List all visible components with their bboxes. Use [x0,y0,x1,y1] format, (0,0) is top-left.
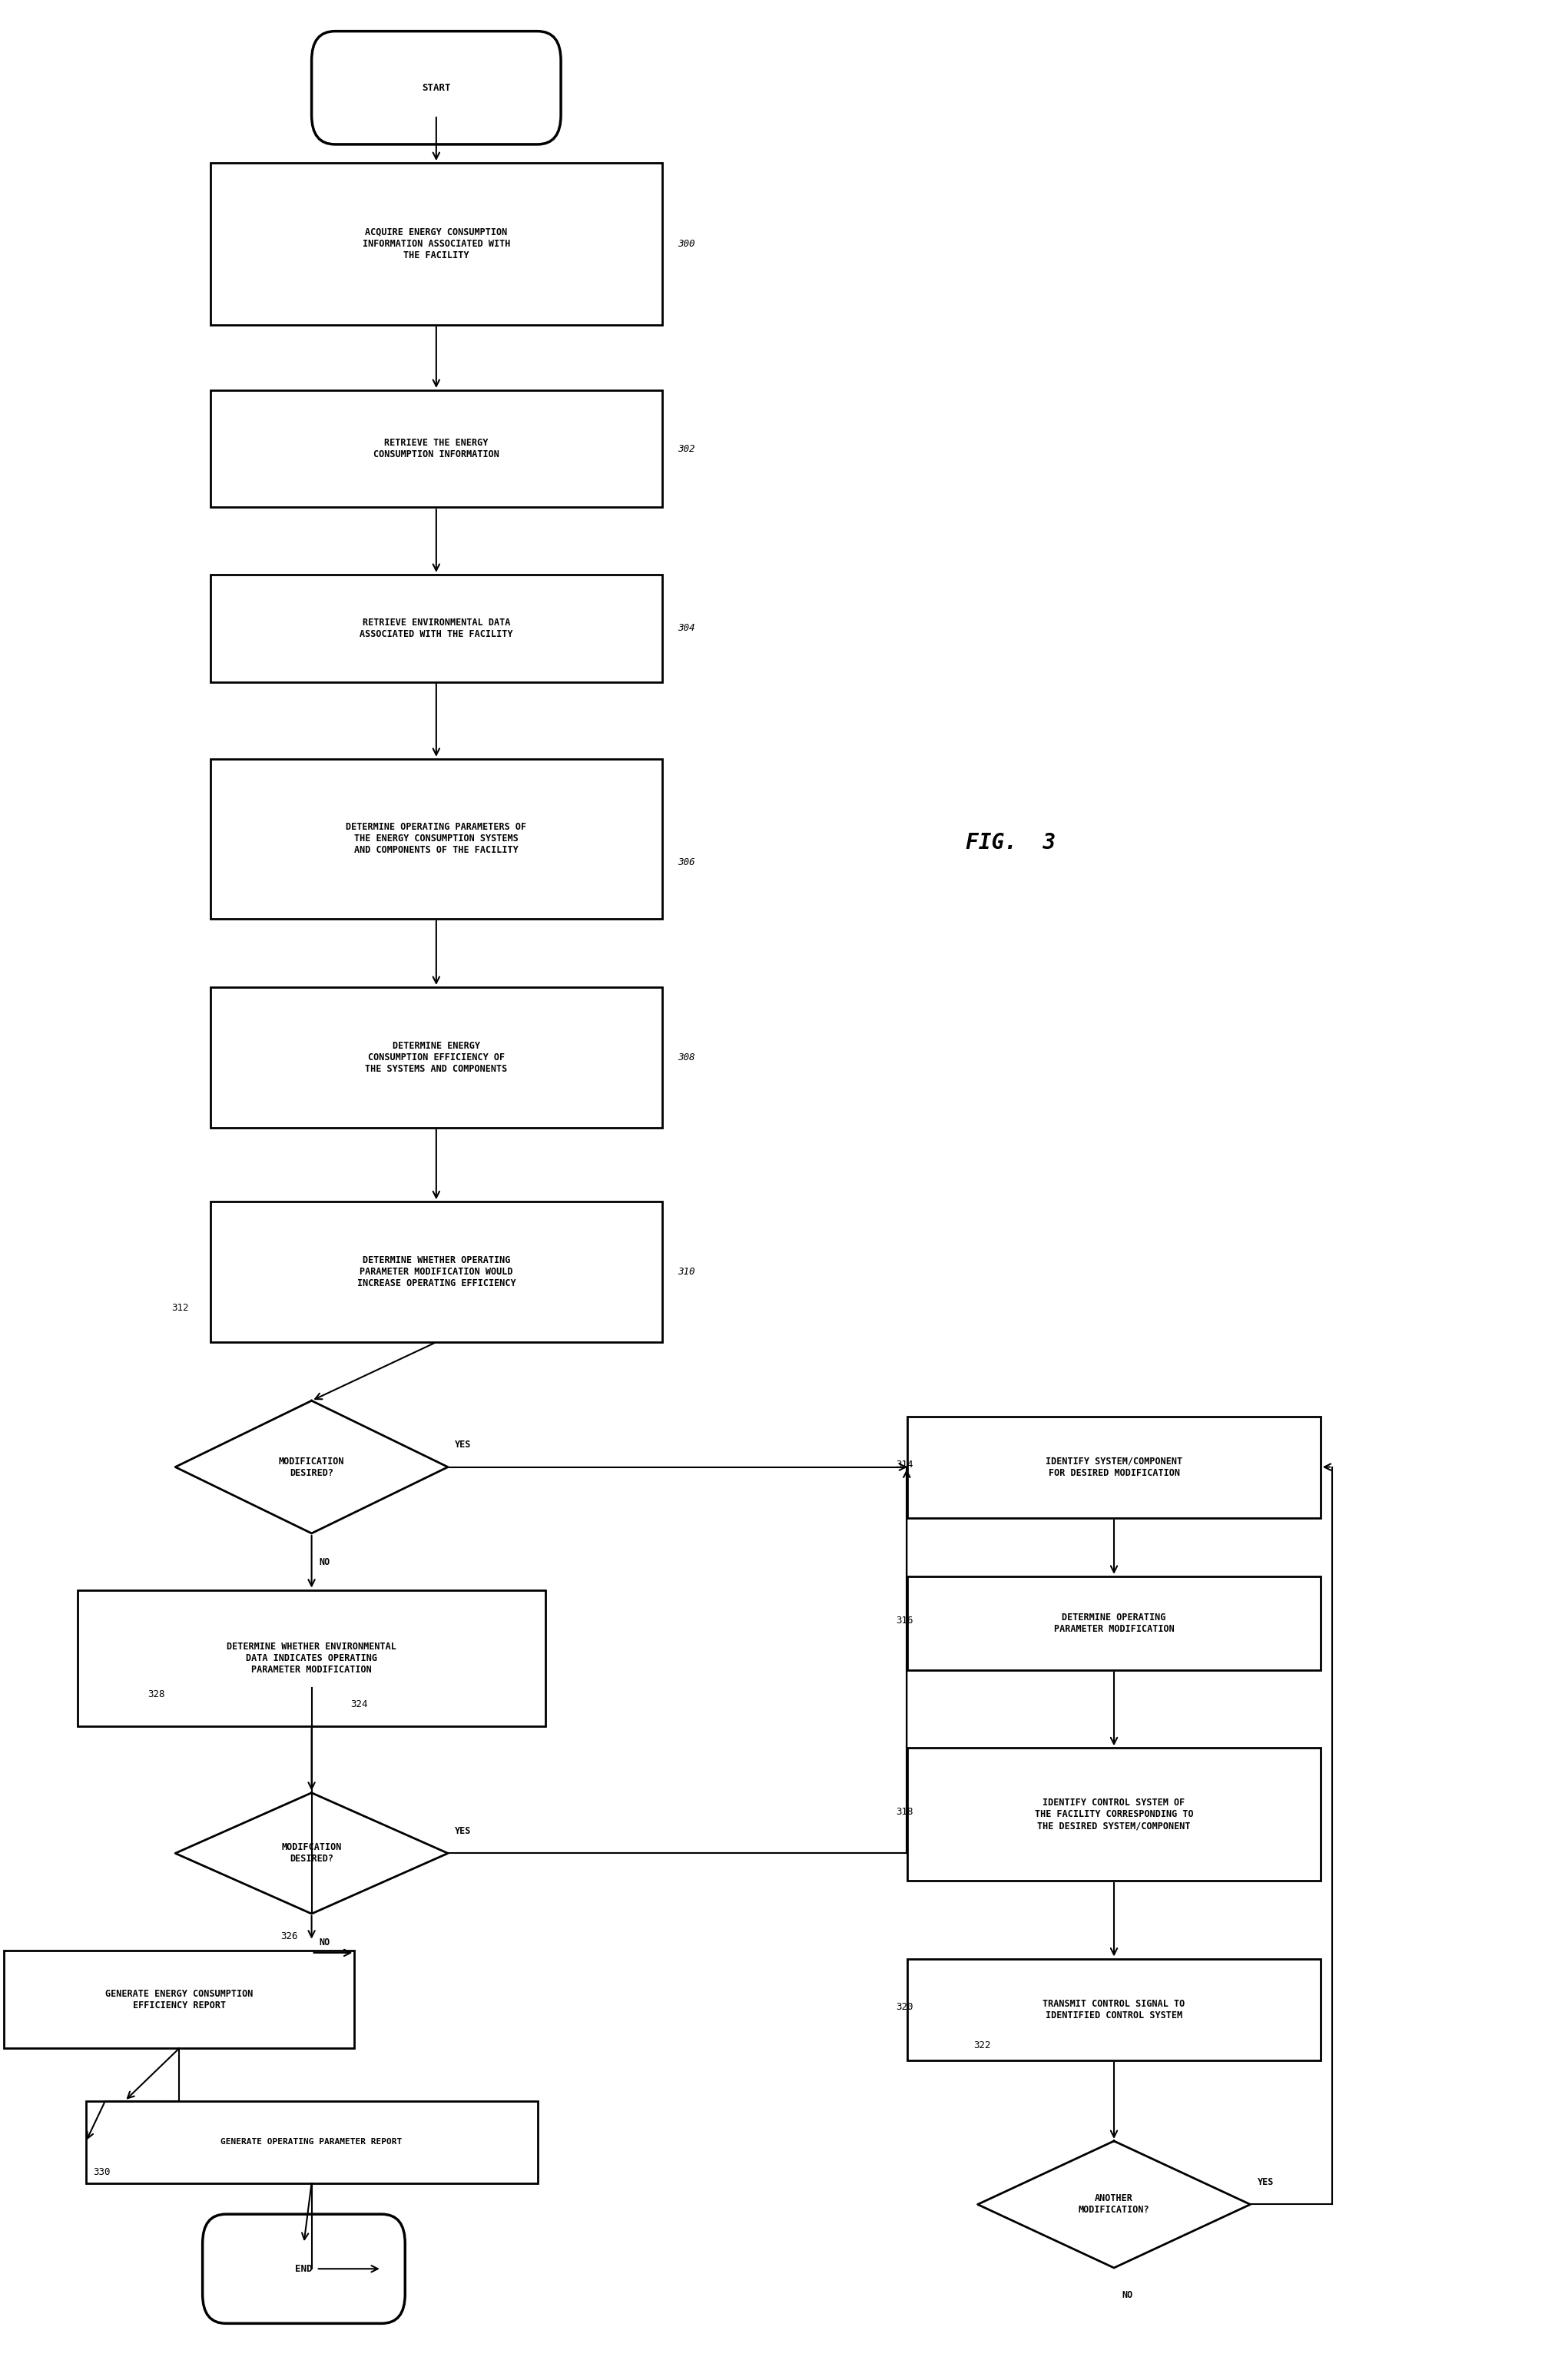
Text: FIG.  3: FIG. 3 [966,831,1056,852]
Text: 304: 304 [678,624,695,633]
FancyBboxPatch shape [907,1747,1321,1880]
Text: DETERMINE WHETHER ENVIRONMENTAL
DATA INDICATES OPERATING
PARAMETER MODIFICATION: DETERMINE WHETHER ENVIRONMENTAL DATA IND… [227,1642,396,1676]
Text: DETERMINE OPERATING PARAMETERS OF
THE ENERGY CONSUMPTION SYSTEMS
AND COMPONENTS : DETERMINE OPERATING PARAMETERS OF THE EN… [346,823,527,854]
Text: DETERMINE ENERGY
CONSUMPTION EFFICIENCY OF
THE SYSTEMS AND COMPONENTS: DETERMINE ENERGY CONSUMPTION EFFICIENCY … [365,1040,508,1073]
Text: MODIFICATION
DESIRED?: MODIFICATION DESIRED? [279,1457,344,1478]
Text: NO: NO [319,1937,330,1947]
FancyBboxPatch shape [86,2102,538,2182]
Text: DETERMINE WHETHER OPERATING
PARAMETER MODIFICATION WOULD
INCREASE OPERATING EFFI: DETERMINE WHETHER OPERATING PARAMETER MO… [357,1254,516,1288]
FancyBboxPatch shape [210,988,662,1128]
FancyBboxPatch shape [907,1416,1321,1518]
Text: RETRIEVE ENVIRONMENTAL DATA
ASSOCIATED WITH THE FACILITY: RETRIEVE ENVIRONMENTAL DATA ASSOCIATED W… [360,616,513,638]
Text: 302: 302 [678,443,695,455]
Text: YES: YES [455,1440,472,1449]
Text: ACQUIRE ENERGY CONSUMPTION
INFORMATION ASSOCIATED WITH
THE FACILITY: ACQUIRE ENERGY CONSUMPTION INFORMATION A… [363,228,509,259]
Text: 320: 320 [896,2002,913,2011]
FancyBboxPatch shape [210,390,662,507]
FancyBboxPatch shape [203,2213,405,2323]
Text: YES: YES [455,1825,472,1835]
Text: 326: 326 [280,1933,298,1942]
Text: IDENTIFY SYSTEM/COMPONENT
FOR DESIRED MODIFICATION: IDENTIFY SYSTEM/COMPONENT FOR DESIRED MO… [1045,1457,1183,1478]
FancyBboxPatch shape [78,1590,545,1725]
Text: 314: 314 [896,1459,913,1468]
FancyBboxPatch shape [210,162,662,324]
Text: YES: YES [1257,2178,1274,2187]
Polygon shape [978,2142,1251,2268]
Text: NO: NO [1122,2290,1133,2301]
Text: DETERMINE OPERATING
PARAMETER MODIFICATION: DETERMINE OPERATING PARAMETER MODIFICATI… [1053,1611,1175,1633]
Text: 300: 300 [678,238,695,250]
Text: START: START [422,83,450,93]
FancyBboxPatch shape [210,759,662,919]
Polygon shape [176,1402,449,1533]
Text: MODIFCATION
DESIRED?: MODIFCATION DESIRED? [282,1842,341,1864]
Text: 310: 310 [678,1266,695,1278]
Text: 316: 316 [896,1616,913,1626]
Polygon shape [176,1792,449,1914]
FancyBboxPatch shape [5,1952,355,2049]
Text: RETRIEVE THE ENERGY
CONSUMPTION INFORMATION: RETRIEVE THE ENERGY CONSUMPTION INFORMAT… [374,438,499,459]
FancyBboxPatch shape [210,1202,662,1342]
Text: TRANSMIT CONTROL SIGNAL TO
IDENTIFIED CONTROL SYSTEM: TRANSMIT CONTROL SIGNAL TO IDENTIFIED CO… [1042,1999,1186,2021]
Text: 324: 324 [351,1699,368,1709]
Text: 312: 312 [171,1304,189,1314]
Text: GENERATE OPERATING PARAMETER REPORT: GENERATE OPERATING PARAMETER REPORT [221,2137,402,2147]
FancyBboxPatch shape [907,1576,1321,1671]
Text: ANOTHER
MODIFICATION?: ANOTHER MODIFICATION? [1078,2194,1150,2216]
FancyBboxPatch shape [312,31,561,145]
Text: 308: 308 [678,1052,695,1061]
Text: 330: 330 [93,2168,111,2178]
Text: 306: 306 [678,857,695,866]
Text: 328: 328 [148,1690,165,1699]
Text: IDENTIFY CONTROL SYSTEM OF
THE FACILITY CORRESPONDING TO
THE DESIRED SYSTEM/COMP: IDENTIFY CONTROL SYSTEM OF THE FACILITY … [1035,1797,1193,1830]
Text: NO: NO [319,1557,330,1566]
Text: END: END [294,2263,313,2273]
FancyBboxPatch shape [210,574,662,681]
Text: GENERATE ENERGY CONSUMPTION
EFFICIENCY REPORT: GENERATE ENERGY CONSUMPTION EFFICIENCY R… [106,1990,252,2011]
Text: 318: 318 [896,1806,913,1816]
Text: 322: 322 [974,2040,991,2052]
FancyBboxPatch shape [907,1959,1321,2061]
